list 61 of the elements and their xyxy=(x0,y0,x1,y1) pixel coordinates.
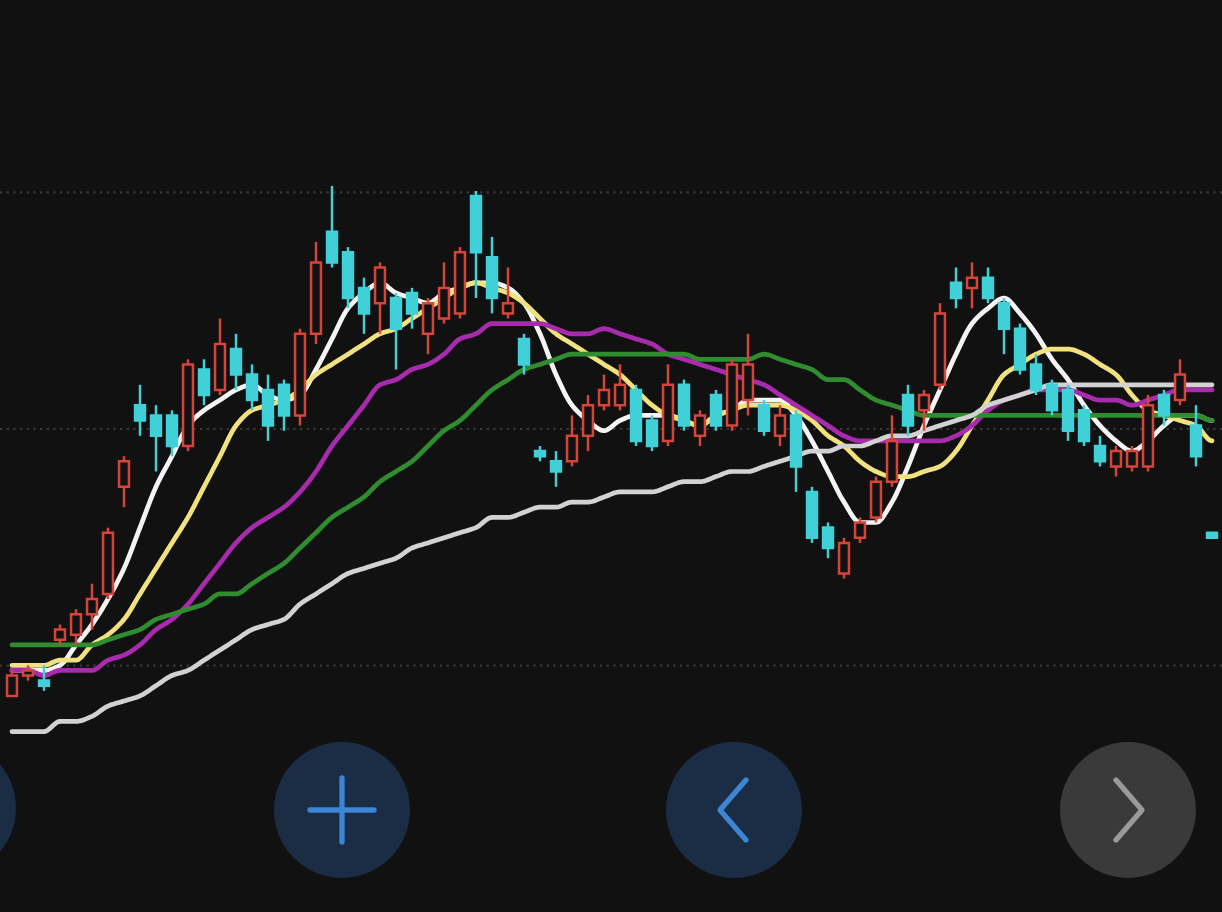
candlestick xyxy=(581,393,595,453)
candlestick xyxy=(837,536,851,580)
candlestick xyxy=(1173,358,1187,407)
candlestick xyxy=(773,403,787,448)
candlestick xyxy=(1077,403,1091,448)
candlestick xyxy=(613,363,627,412)
candlestick xyxy=(373,261,387,336)
candlestick xyxy=(1109,444,1123,478)
candlestick xyxy=(5,669,19,698)
candlestick xyxy=(117,454,131,509)
candlestick xyxy=(949,266,963,310)
candlestick xyxy=(1013,322,1027,376)
candlestick xyxy=(693,409,707,448)
candlestick xyxy=(213,317,227,397)
candlestick xyxy=(149,403,163,473)
candlestick xyxy=(741,332,755,417)
candlestick xyxy=(1157,388,1171,427)
candlestick xyxy=(325,184,339,269)
candlestick xyxy=(133,383,147,438)
candlestick xyxy=(965,261,979,310)
candlestick xyxy=(1189,403,1203,468)
candlestick xyxy=(1045,378,1059,417)
candlestick xyxy=(805,485,819,545)
candlestick xyxy=(165,409,179,458)
candlestick xyxy=(85,582,99,631)
candlestick xyxy=(405,286,419,330)
candlestick xyxy=(1061,383,1075,443)
candlestick xyxy=(549,449,563,489)
candlestick xyxy=(501,266,515,320)
candlestick xyxy=(565,414,579,468)
candlestick xyxy=(981,266,995,305)
candlestick xyxy=(1029,352,1043,397)
candlestick xyxy=(389,291,403,371)
candlestick xyxy=(709,388,723,432)
candlestick xyxy=(917,388,931,432)
candlestick xyxy=(597,373,611,412)
candlestick xyxy=(645,414,659,453)
candlestick xyxy=(261,373,275,443)
candlestick xyxy=(901,383,915,438)
candlestick xyxy=(757,398,771,438)
candlestick xyxy=(485,235,499,315)
candlestick xyxy=(69,607,83,647)
candlestick xyxy=(245,363,259,412)
candlestick xyxy=(341,245,355,310)
candlestick xyxy=(853,516,867,545)
candlestick xyxy=(421,296,435,356)
candlestick xyxy=(357,276,371,336)
candlestick xyxy=(677,378,691,432)
candlestick xyxy=(1125,444,1139,473)
candlestick xyxy=(53,623,67,647)
candlestick xyxy=(869,475,883,524)
candlestick xyxy=(821,521,835,560)
candlestick xyxy=(517,332,531,376)
candlestick xyxy=(277,378,291,432)
candlestick xyxy=(197,358,211,407)
candlestick xyxy=(1093,434,1107,468)
candlestick xyxy=(885,414,899,489)
candlestick xyxy=(997,296,1011,356)
candlestick xyxy=(229,332,243,392)
candlestick xyxy=(437,261,451,325)
candlestick xyxy=(37,664,51,693)
